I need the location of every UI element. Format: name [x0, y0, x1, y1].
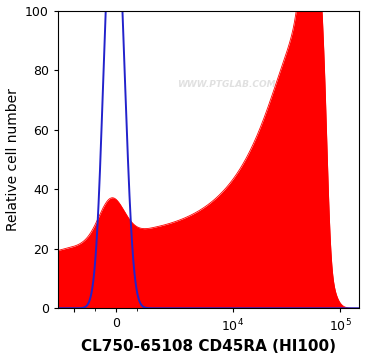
X-axis label: CL750-65108 CD45RA (HI100): CL750-65108 CD45RA (HI100) [81, 339, 336, 355]
Y-axis label: Relative cell number: Relative cell number [5, 88, 20, 231]
Text: WWW.PTGLAB.COM: WWW.PTGLAB.COM [177, 81, 276, 90]
